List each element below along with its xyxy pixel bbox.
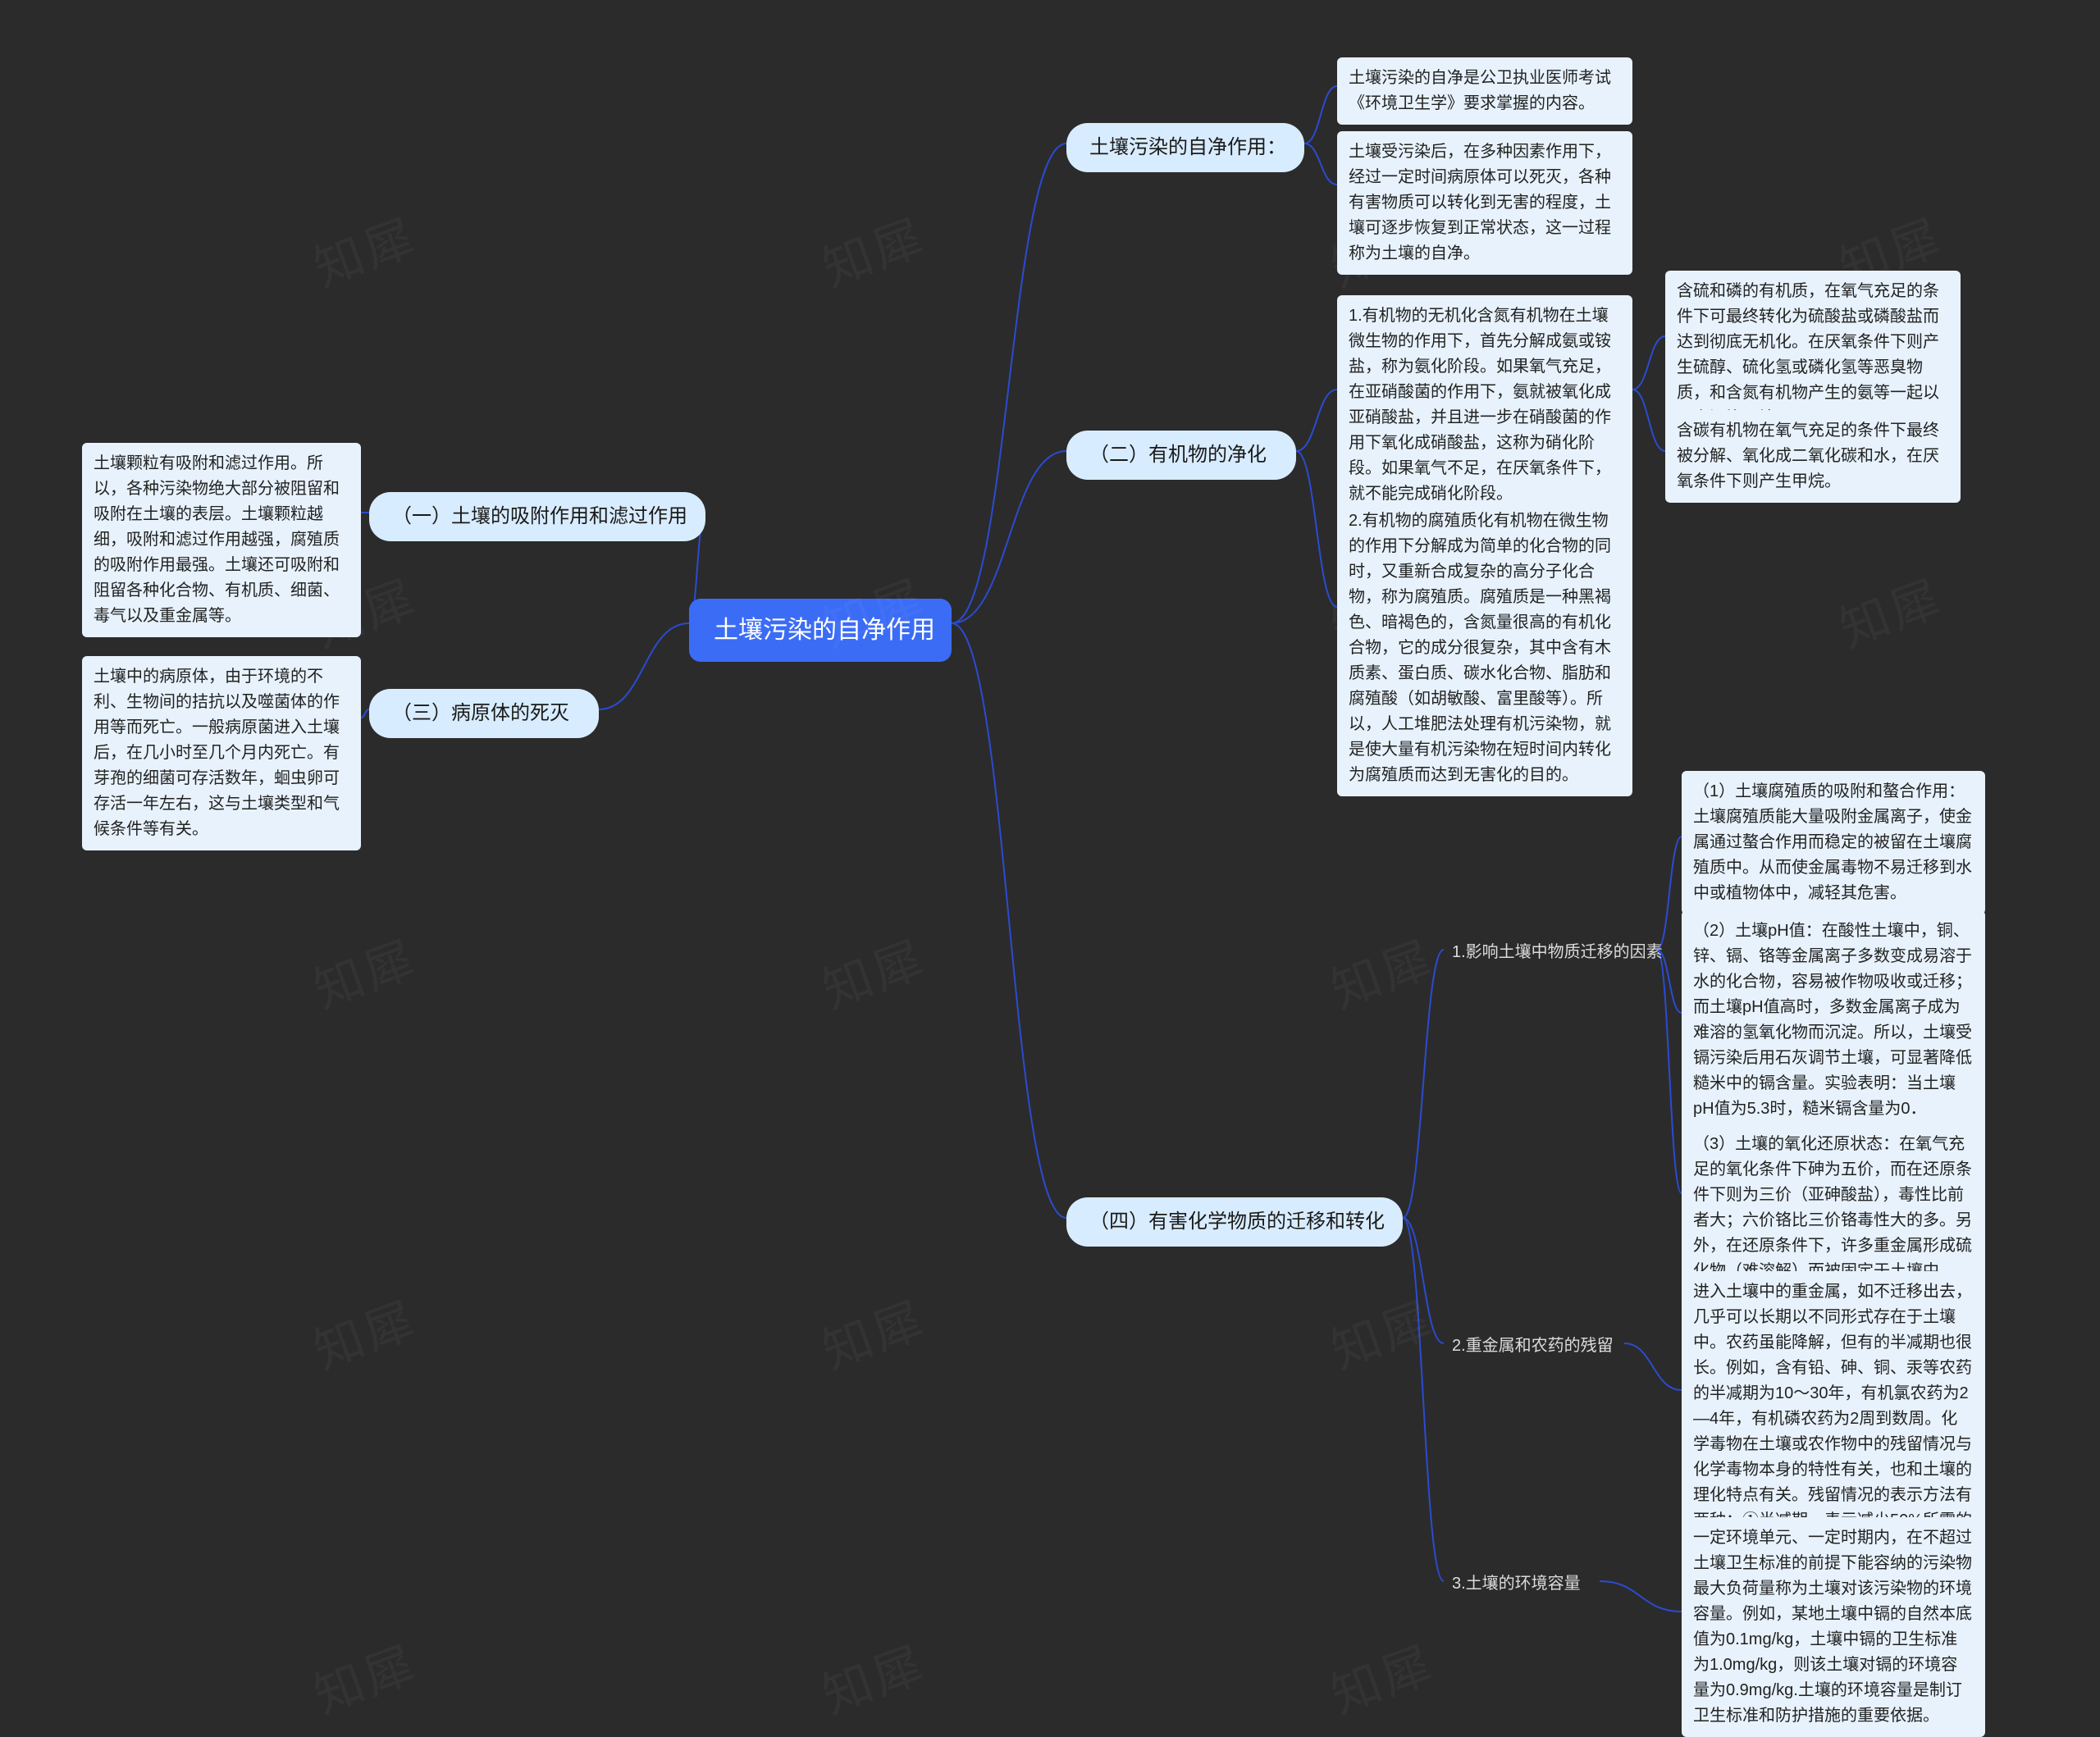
leaf-node: 土壤中的病原体，由于环境的不利、生物间的拮抗以及噬菌体的作用等而死亡。一般病原菌…	[82, 656, 361, 850]
connector	[1657, 837, 1682, 950]
leaf-node: 一定环境单元、一定时期内，在不超过土壤卫生标准的前提下能容纳的污染物最大负荷量称…	[1682, 1517, 1985, 1737]
watermark: 知犀	[303, 1625, 426, 1728]
connector	[1600, 1581, 1682, 1612]
connector	[599, 623, 689, 709]
watermark: 知犀	[303, 1280, 426, 1384]
leaf-node: 土壤受污染后，在多种因素作用下，经过一定时间病原体可以死灭，各种有害物质可以转化…	[1337, 131, 1632, 275]
watermark: 知犀	[303, 198, 426, 301]
watermark: 知犀	[1320, 919, 1443, 1023]
branch-node[interactable]: （四）有害化学物质的迁移和转化	[1066, 1197, 1403, 1247]
connector	[361, 709, 369, 718]
connector	[1632, 336, 1665, 390]
connector	[1632, 390, 1665, 451]
leaf-node: 1.有机物的无机化含氮有机物在土壤微生物的作用下，首先分解成氨或铵盐，称为氨化阶…	[1337, 295, 1632, 515]
branch-node[interactable]: （二）有机物的净化	[1066, 431, 1296, 480]
branch-node[interactable]: （一）土壤的吸附作用和滤过作用	[369, 492, 705, 541]
connector	[952, 451, 1066, 623]
connector	[952, 144, 1066, 623]
connector	[952, 623, 1066, 1218]
watermark: 知犀	[811, 919, 934, 1023]
watermark: 知犀	[811, 1280, 934, 1384]
watermark: 知犀	[303, 919, 426, 1023]
leaf-node: （1）土壤腐殖质的吸附和螯合作用：土壤腐殖质能大量吸附金属离子，使金属通过螯合作…	[1682, 771, 1985, 914]
watermark: 知犀	[811, 1625, 934, 1728]
watermark: 知犀	[1320, 1625, 1443, 1728]
watermark: 知犀	[811, 198, 934, 301]
leaf-node: （3）土壤的氧化还原状态：在氧气充足的氧化条件下砷为五价，而在还原条件下则为三价…	[1682, 1124, 1985, 1292]
connector	[1296, 390, 1337, 451]
root-node[interactable]: 土壤污染的自净作用	[689, 599, 952, 662]
connector	[1403, 1218, 1444, 1343]
connector	[1403, 950, 1444, 1218]
leaf-node: 土壤颗粒有吸附和滤过作用。所以，各种污染物绝大部分被阻留和吸附在土壤的表层。土壤…	[82, 443, 361, 637]
connector	[1304, 86, 1337, 144]
sub-node[interactable]: 2.重金属和农药的残留	[1444, 1329, 1624, 1363]
connector	[1296, 451, 1337, 607]
connector	[1403, 1218, 1444, 1581]
watermark: 知犀	[1828, 558, 1952, 662]
sub-node[interactable]: 1.影响土壤中物质迁移的因素	[1444, 935, 1657, 969]
leaf-node: 土壤污染的自净是公卫执业医师考试《环境卫生学》要求掌握的内容。	[1337, 57, 1632, 125]
leaf-node: 含碳有机物在氧气充足的条件下最终被分解、氧化成二氧化碳和水，在厌氧条件下则产生甲…	[1665, 410, 1961, 503]
sub-node[interactable]: 3.土壤的环境容量	[1444, 1566, 1600, 1601]
connector	[1304, 144, 1337, 185]
branch-node[interactable]: （三）病原体的死灭	[369, 689, 599, 738]
leaf-node: 2.有机物的腐殖质化有机物在微生物的作用下分解成为简单的化合物的同时，又重新合成…	[1337, 500, 1632, 796]
connector	[1657, 950, 1682, 1193]
branch-node[interactable]: 土壤污染的自净作用：	[1066, 123, 1304, 172]
watermark: 知犀	[1320, 1280, 1443, 1384]
connector	[1624, 1343, 1682, 1390]
